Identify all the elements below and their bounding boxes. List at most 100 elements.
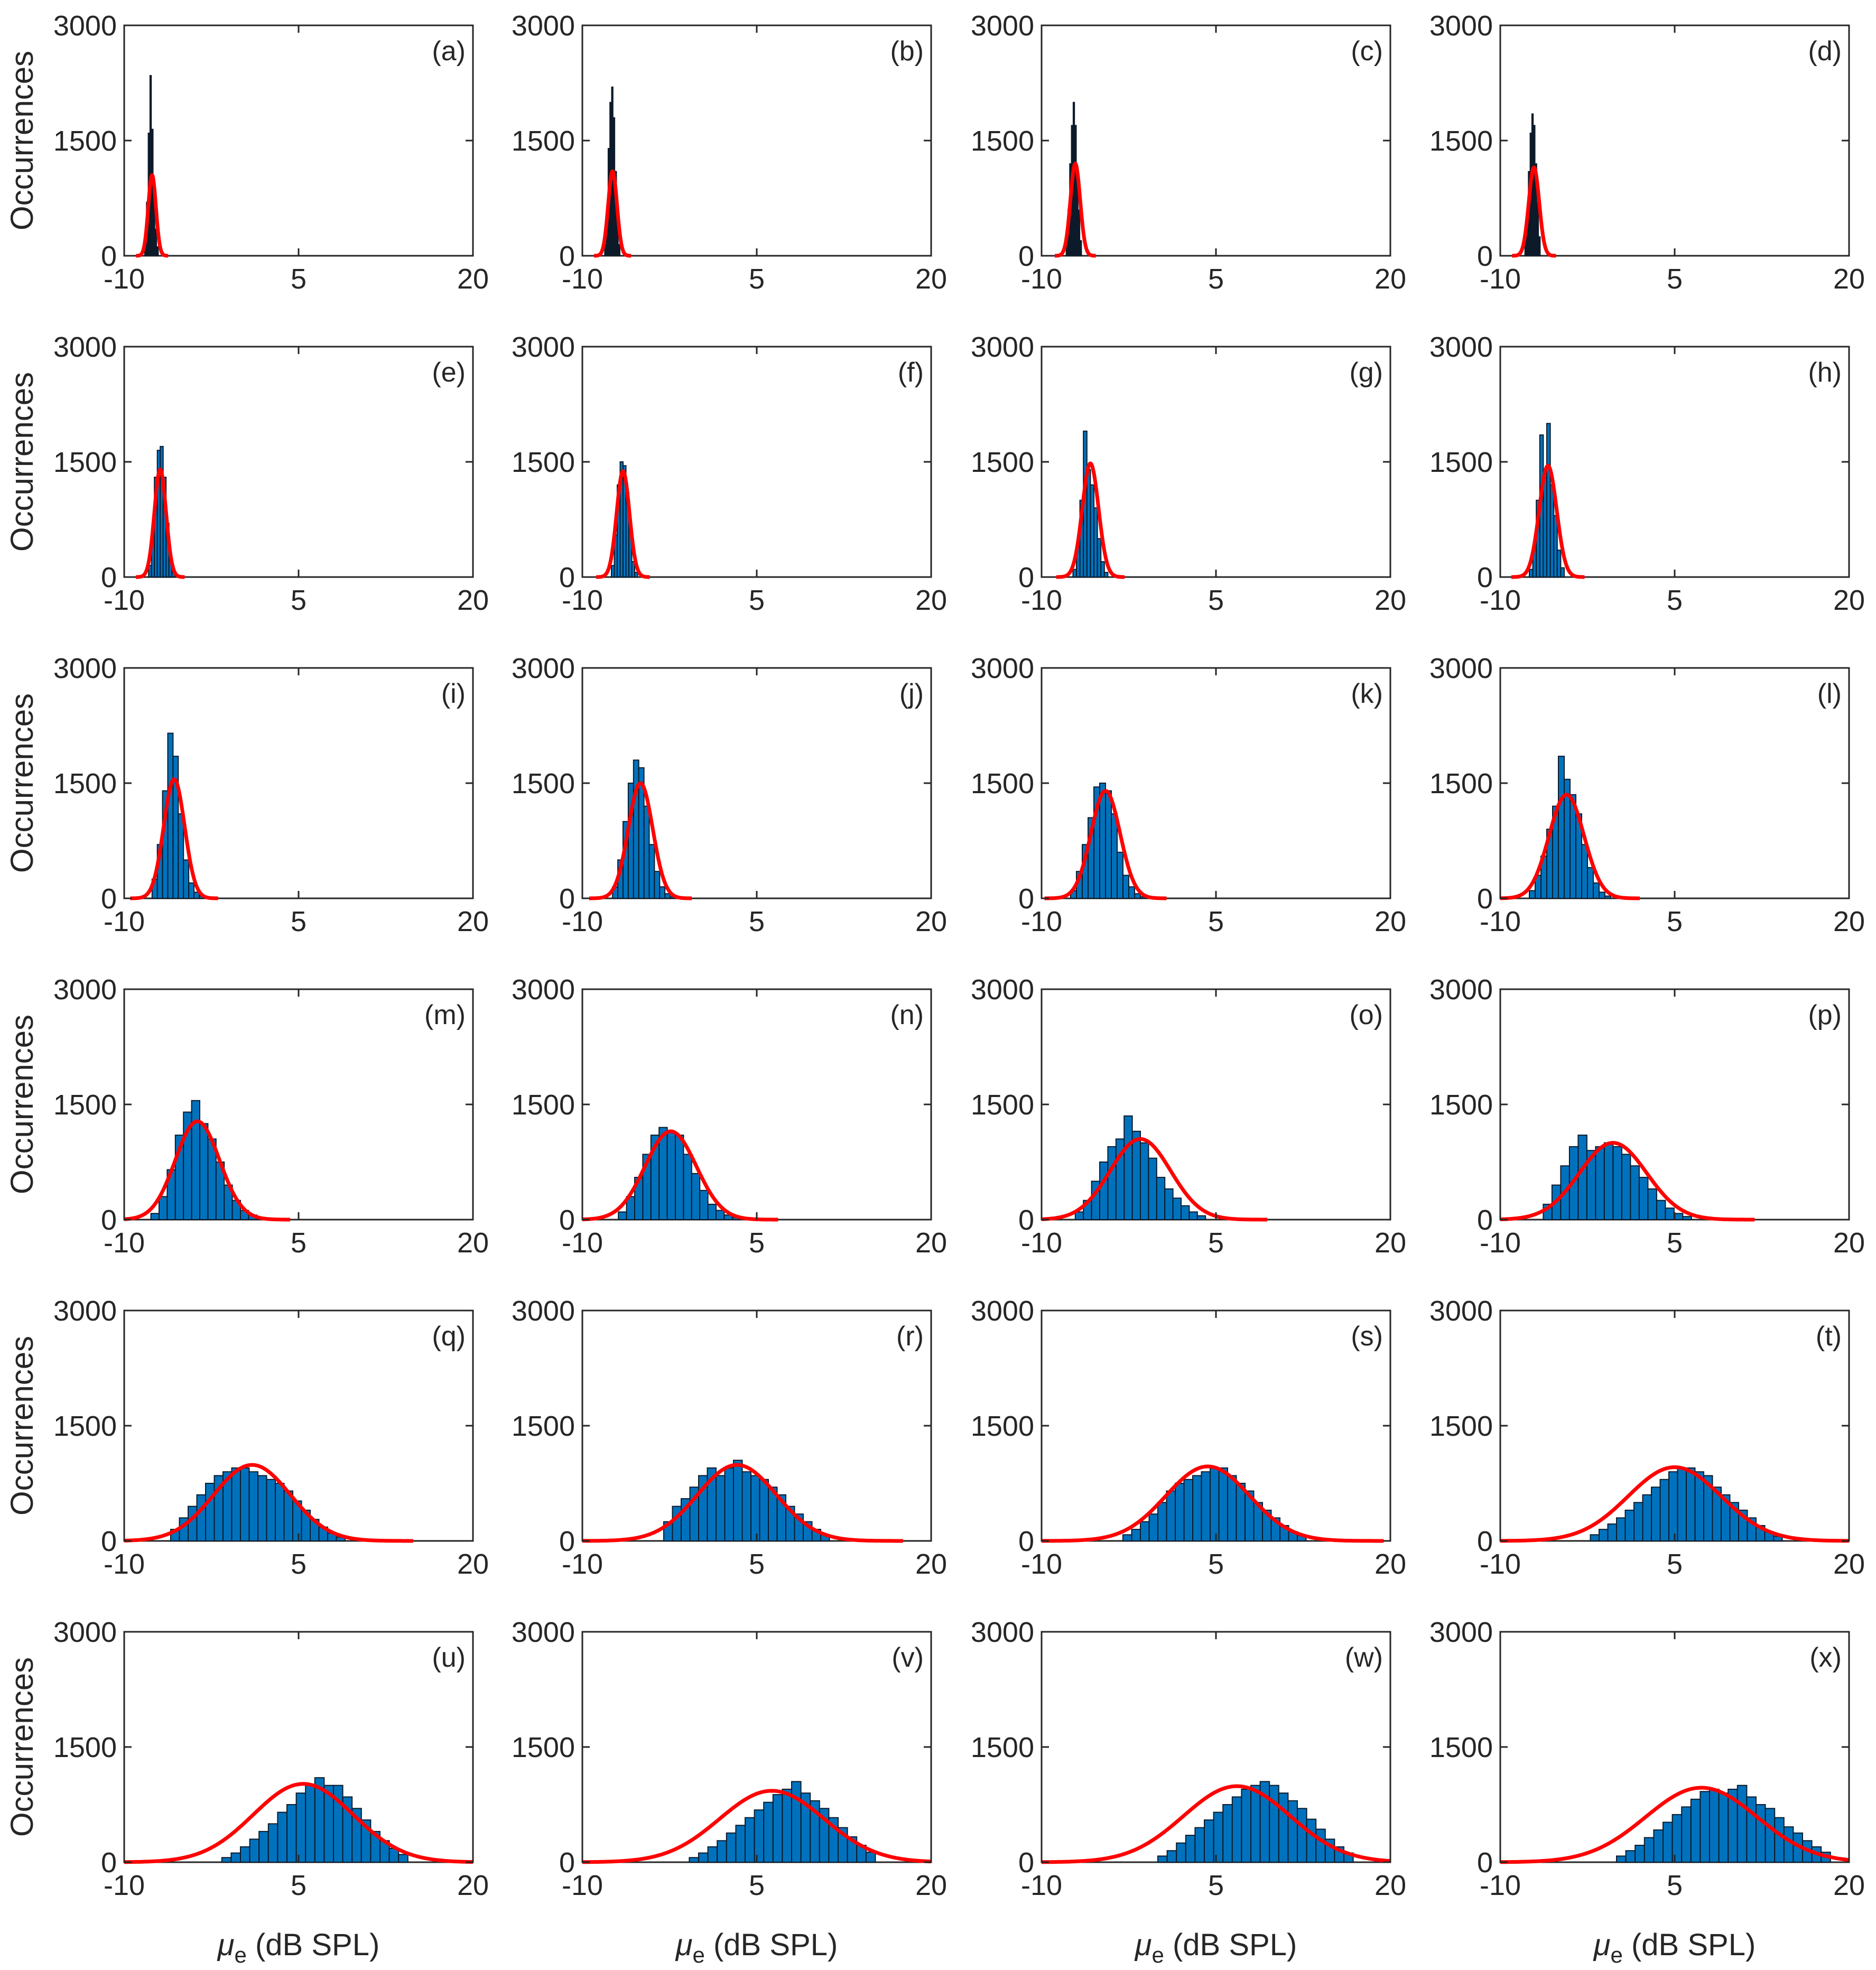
y-tick-label: 1500 (971, 768, 1034, 800)
histogram-bar (1630, 1165, 1640, 1220)
y-tick-label: 3000 (53, 653, 117, 684)
histogram-bar (634, 572, 638, 578)
histogram-bar (1194, 1827, 1205, 1863)
histogram-bar (654, 871, 661, 899)
x-axis-label-symbol: μ (1134, 1928, 1152, 1962)
histogram-bar (1122, 1534, 1132, 1541)
y-tick-label: 1500 (53, 125, 117, 157)
x-axis-label-symbol: μ (217, 1928, 235, 1962)
x-tick-label: 5 (291, 1870, 307, 1901)
histogram-bar (1099, 1161, 1109, 1220)
histogram-bar (1183, 1479, 1193, 1542)
x-axis-label-symbol: μ (1593, 1928, 1611, 1962)
histogram-bar (266, 1479, 276, 1542)
histogram-bar (664, 893, 671, 899)
histogram-bar (1156, 1177, 1166, 1220)
histogram-bar (1529, 890, 1536, 899)
histogram-bar (1306, 1818, 1317, 1863)
x-axis-label-units: (dB SPL) (247, 1928, 379, 1962)
histogram-bar (1643, 1837, 1655, 1863)
y-tick-label: 3000 (53, 1616, 117, 1648)
panel-label: (f) (898, 357, 924, 388)
y-tick-label: 3000 (971, 331, 1034, 363)
x-tick-label: 5 (749, 1870, 765, 1901)
panel-label: (l) (1817, 679, 1842, 709)
x-tick-label: -10 (562, 263, 603, 295)
histogram-bar (618, 244, 620, 256)
y-axis-label: Occurrences (4, 693, 40, 873)
x-tick-label: -10 (104, 584, 145, 616)
histogram-bar (1134, 893, 1141, 899)
fit-curve (129, 777, 220, 900)
panel-b: 0 1500 3000 -10 5 20 (b) (512, 10, 947, 295)
histogram-bar (1624, 1509, 1634, 1542)
y-tick-label: 1500 (53, 1089, 117, 1121)
y-tick-label: 0 (1018, 883, 1034, 915)
x-tick-label: -10 (562, 1870, 603, 1901)
y-tick-label: 3000 (53, 974, 117, 1006)
axes-box (581, 24, 932, 257)
histogram-bar (1581, 844, 1588, 899)
x-tick-label: -10 (1021, 584, 1062, 616)
histogram-bar (1222, 1804, 1233, 1863)
axes-box (1041, 24, 1391, 257)
x-tick-label: 20 (1375, 1548, 1406, 1580)
x-tick-label: 5 (749, 1548, 765, 1580)
y-tick-label: 0 (1477, 1204, 1493, 1236)
y-tick-label: 3000 (971, 10, 1034, 42)
x-tick-label: 20 (1833, 1227, 1865, 1259)
y-tick-label: 3000 (512, 653, 575, 684)
histogram-bar (1157, 1502, 1167, 1541)
histogram-bar (707, 1846, 718, 1863)
histogram-bar (1638, 1177, 1649, 1220)
y-tick-label: 1500 (512, 768, 575, 800)
histogram-bar (1556, 550, 1562, 578)
axes-box (123, 24, 474, 257)
histogram-bar (196, 1494, 206, 1542)
histogram-bar (1250, 1785, 1261, 1863)
y-tick-label: 0 (101, 1526, 117, 1557)
histogram-bar (1122, 875, 1129, 899)
panel-p: 0 1500 3000 -10 5 20 (p) (1429, 974, 1865, 1259)
x-tick-label: -10 (562, 1548, 603, 1580)
y-tick-label: 0 (559, 1204, 575, 1236)
histogram-bar (1699, 1791, 1710, 1863)
y-tick-label: 0 (1477, 240, 1493, 272)
panel-label: (x) (1809, 1642, 1842, 1673)
histogram-bar (1590, 1534, 1600, 1541)
y-axis-label: Occurrences (4, 1657, 40, 1837)
x-tick-label: -10 (562, 1227, 603, 1259)
histogram-bar (1647, 1188, 1657, 1221)
histogram-bar (716, 1475, 726, 1541)
panel-label: (u) (432, 1642, 466, 1673)
y-tick-label: 0 (1477, 1526, 1493, 1557)
panel-label: (v) (891, 1642, 924, 1673)
histogram-bar (221, 1857, 232, 1863)
x-axis-label: μe (dB SPL) (675, 1928, 838, 1967)
x-tick-label: 5 (1667, 906, 1683, 937)
y-tick-label: 3000 (512, 1616, 575, 1648)
histogram-bar (1201, 1471, 1211, 1541)
histogram-bar (791, 1781, 802, 1863)
histogram-bar (1642, 1494, 1652, 1542)
histogram-bar (1560, 567, 1565, 578)
histogram-bar (1188, 1211, 1198, 1220)
axes-box (1499, 24, 1850, 257)
x-tick-label: -10 (562, 906, 603, 937)
histogram-bar (188, 882, 195, 899)
y-tick-label: 0 (1477, 1847, 1493, 1879)
fit-curve (134, 468, 187, 579)
y-tick-label: 1500 (971, 1089, 1034, 1121)
y-tick-label: 1500 (971, 1410, 1034, 1442)
histogram-bar (1185, 1835, 1196, 1863)
histogram-bar (759, 1479, 769, 1542)
y-tick-label: 0 (559, 240, 575, 272)
y-tick-label: 0 (559, 883, 575, 915)
histogram-bar (167, 732, 174, 899)
x-axis-label: μe (dB SPL) (1134, 1928, 1297, 1967)
x-tick-label: 20 (915, 1227, 947, 1259)
panel-r: 0 1500 3000 -10 5 20 (r) (512, 1295, 947, 1580)
histogram-bar (716, 1210, 725, 1221)
x-tick-label: 5 (1667, 1548, 1683, 1580)
